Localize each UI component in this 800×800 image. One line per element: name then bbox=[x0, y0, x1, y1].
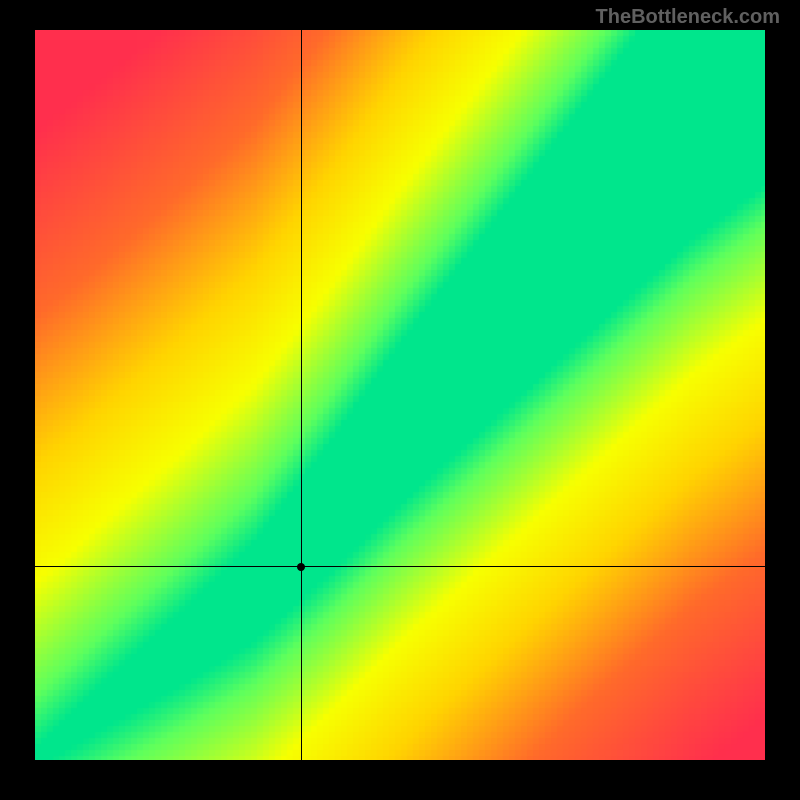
heatmap-container bbox=[35, 30, 765, 760]
crosshair-horizontal bbox=[35, 566, 765, 567]
watermark-text: TheBottleneck.com bbox=[596, 6, 780, 29]
marker-dot bbox=[297, 563, 305, 571]
heatmap-canvas bbox=[35, 30, 765, 760]
crosshair-vertical bbox=[301, 30, 302, 760]
